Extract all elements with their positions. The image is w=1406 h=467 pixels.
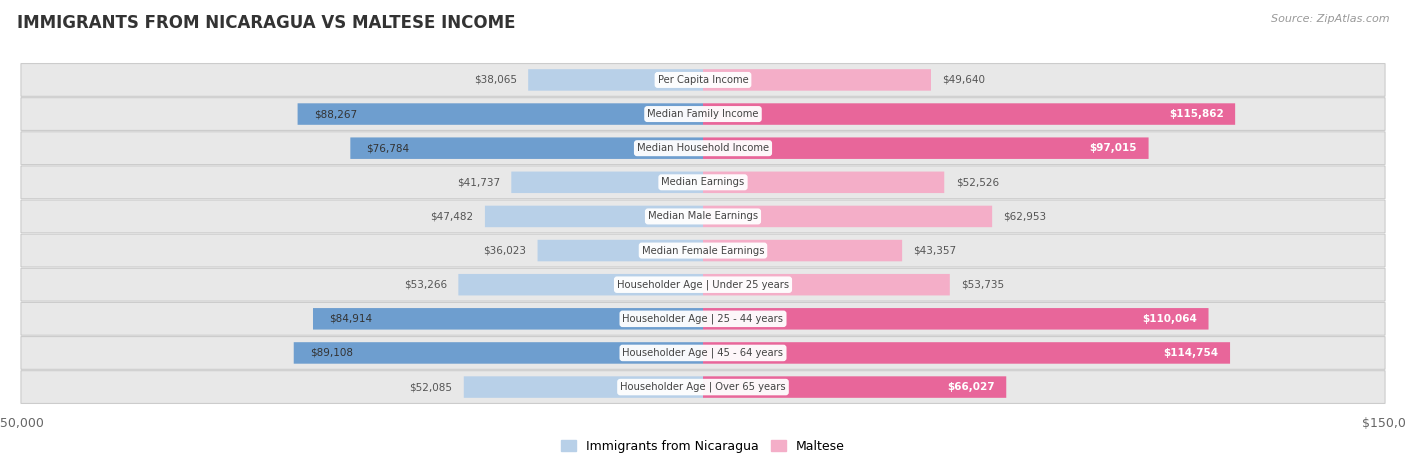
- Text: $52,085: $52,085: [409, 382, 453, 392]
- FancyBboxPatch shape: [21, 200, 1385, 233]
- Text: $41,737: $41,737: [457, 177, 499, 187]
- Text: Median Earnings: Median Earnings: [661, 177, 745, 187]
- FancyBboxPatch shape: [21, 132, 1385, 164]
- FancyBboxPatch shape: [21, 337, 1385, 369]
- FancyBboxPatch shape: [21, 98, 1385, 130]
- Text: $88,267: $88,267: [314, 109, 357, 119]
- FancyBboxPatch shape: [703, 137, 1149, 159]
- Text: $84,914: $84,914: [329, 314, 373, 324]
- FancyBboxPatch shape: [21, 303, 1385, 335]
- FancyBboxPatch shape: [464, 376, 703, 398]
- Text: $49,640: $49,640: [942, 75, 986, 85]
- FancyBboxPatch shape: [314, 308, 703, 330]
- FancyBboxPatch shape: [458, 274, 703, 296]
- FancyBboxPatch shape: [350, 137, 703, 159]
- FancyBboxPatch shape: [537, 240, 703, 262]
- FancyBboxPatch shape: [703, 376, 1007, 398]
- Text: $110,064: $110,064: [1142, 314, 1197, 324]
- FancyBboxPatch shape: [485, 205, 703, 227]
- FancyBboxPatch shape: [21, 371, 1385, 403]
- Text: $53,735: $53,735: [962, 280, 1004, 290]
- Text: $66,027: $66,027: [948, 382, 995, 392]
- FancyBboxPatch shape: [703, 342, 1230, 364]
- Text: Source: ZipAtlas.com: Source: ZipAtlas.com: [1271, 14, 1389, 24]
- Text: Householder Age | Over 65 years: Householder Age | Over 65 years: [620, 382, 786, 392]
- Text: $89,108: $89,108: [309, 348, 353, 358]
- Text: $47,482: $47,482: [430, 212, 474, 221]
- Text: $114,754: $114,754: [1163, 348, 1219, 358]
- FancyBboxPatch shape: [703, 103, 1234, 125]
- Text: Median Family Income: Median Family Income: [647, 109, 759, 119]
- Text: Median Female Earnings: Median Female Earnings: [641, 246, 765, 255]
- FancyBboxPatch shape: [298, 103, 703, 125]
- Text: $76,784: $76,784: [367, 143, 409, 153]
- FancyBboxPatch shape: [703, 171, 945, 193]
- FancyBboxPatch shape: [294, 342, 703, 364]
- Text: $36,023: $36,023: [484, 246, 526, 255]
- FancyBboxPatch shape: [703, 274, 950, 296]
- Text: $38,065: $38,065: [474, 75, 516, 85]
- FancyBboxPatch shape: [703, 240, 903, 262]
- FancyBboxPatch shape: [703, 69, 931, 91]
- Text: Householder Age | Under 25 years: Householder Age | Under 25 years: [617, 279, 789, 290]
- Text: $62,953: $62,953: [1004, 212, 1046, 221]
- FancyBboxPatch shape: [21, 269, 1385, 301]
- Text: $43,357: $43,357: [914, 246, 956, 255]
- Text: $53,266: $53,266: [404, 280, 447, 290]
- FancyBboxPatch shape: [529, 69, 703, 91]
- FancyBboxPatch shape: [512, 171, 703, 193]
- Text: $97,015: $97,015: [1090, 143, 1137, 153]
- Text: Householder Age | 45 - 64 years: Householder Age | 45 - 64 years: [623, 348, 783, 358]
- FancyBboxPatch shape: [21, 234, 1385, 267]
- FancyBboxPatch shape: [21, 64, 1385, 96]
- Text: $52,526: $52,526: [956, 177, 998, 187]
- Text: $115,862: $115,862: [1168, 109, 1223, 119]
- Text: Median Household Income: Median Household Income: [637, 143, 769, 153]
- FancyBboxPatch shape: [703, 308, 1209, 330]
- FancyBboxPatch shape: [703, 205, 993, 227]
- FancyBboxPatch shape: [21, 166, 1385, 198]
- Text: Median Male Earnings: Median Male Earnings: [648, 212, 758, 221]
- Text: Per Capita Income: Per Capita Income: [658, 75, 748, 85]
- Text: Householder Age | 25 - 44 years: Householder Age | 25 - 44 years: [623, 313, 783, 324]
- Text: IMMIGRANTS FROM NICARAGUA VS MALTESE INCOME: IMMIGRANTS FROM NICARAGUA VS MALTESE INC…: [17, 14, 516, 32]
- Legend: Immigrants from Nicaragua, Maltese: Immigrants from Nicaragua, Maltese: [555, 435, 851, 458]
